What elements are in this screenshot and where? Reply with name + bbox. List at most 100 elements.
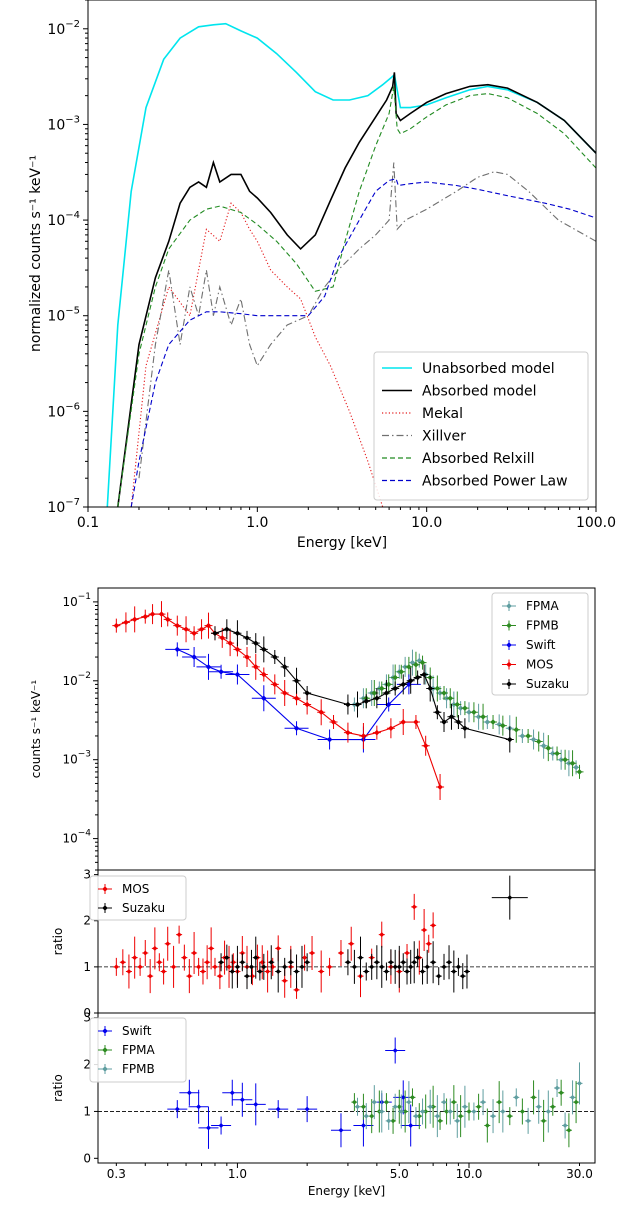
- y-tick-label-mantissa: 10: [62, 753, 77, 767]
- y-tick-label-exponent: −3: [78, 750, 91, 760]
- data-point: [476, 1104, 482, 1110]
- data-point: [363, 968, 369, 974]
- legend-marker: [102, 886, 108, 892]
- ratio-panel-3: 0 1 2 3 ratio Swift FPMA FPMB 0.3 1.0 5.0 10.0 30.0 E…: [51, 1011, 596, 1198]
- data-point: [576, 1080, 582, 1086]
- data-point: [229, 1090, 235, 1096]
- data-point: [430, 922, 436, 928]
- data-point: [484, 1123, 490, 1128]
- data-point: [434, 685, 441, 692]
- data-point: [414, 674, 421, 681]
- data-point: [304, 959, 310, 965]
- data-point: [400, 681, 407, 688]
- x-tick-label: 100.0: [576, 515, 616, 531]
- data-point: [234, 671, 241, 678]
- data-point: [229, 968, 235, 974]
- data-point: [183, 626, 189, 633]
- data-point: [196, 964, 202, 970]
- data-point: [421, 671, 427, 678]
- data-point: [205, 622, 212, 629]
- x-tick-label: 10.0: [456, 1167, 483, 1181]
- data-point: [318, 709, 324, 715]
- data-point: [252, 664, 259, 670]
- x-tick-label: 30.0: [566, 1167, 593, 1181]
- data-point: [392, 1104, 398, 1110]
- y-tick-label-mantissa: 10: [47, 309, 65, 325]
- data-point: [294, 968, 300, 974]
- data-point: [554, 1085, 560, 1091]
- data-point: [218, 669, 224, 675]
- y-tick-label-exponent: −6: [65, 401, 80, 412]
- y-tick-label-exponent: −2: [78, 671, 91, 681]
- data-point: [196, 1104, 202, 1110]
- data-point: [454, 1118, 460, 1124]
- x-axis-label: Energy [keV]: [308, 1184, 385, 1198]
- data-point: [132, 955, 138, 961]
- data-point: [383, 690, 390, 696]
- data-point: [416, 1113, 422, 1119]
- data-point: [530, 736, 537, 743]
- model-line: [214, 628, 510, 741]
- data-point: [573, 764, 579, 771]
- data-point: [396, 964, 402, 970]
- data-point: [224, 626, 230, 633]
- data-point: [500, 722, 506, 729]
- data-point: [441, 719, 447, 725]
- data-point: [441, 690, 447, 696]
- data-point: [430, 959, 436, 965]
- data-point: [275, 945, 281, 951]
- model-line: [116, 613, 441, 788]
- legend-label: FPMB: [526, 619, 559, 633]
- data-point: [545, 745, 552, 751]
- data-point: [455, 719, 462, 725]
- data-point: [441, 1099, 447, 1105]
- data-point: [436, 973, 442, 979]
- data-point: [462, 1104, 468, 1110]
- data-point: [252, 640, 259, 646]
- data-point: [374, 729, 380, 736]
- data-point: [226, 964, 232, 970]
- data-point: [281, 690, 288, 696]
- data-point: [227, 640, 233, 646]
- data-point: [282, 964, 288, 970]
- y-axis-label: counts s⁻¹ keV⁻¹: [29, 680, 43, 779]
- data-point: [261, 646, 267, 653]
- data-point: [441, 964, 447, 970]
- data-point: [309, 950, 315, 956]
- data-point: [164, 616, 171, 623]
- legend-label: Suzaku: [526, 677, 569, 691]
- data-point: [400, 1094, 406, 1100]
- data-point: [408, 1123, 414, 1128]
- data-point: [354, 701, 361, 708]
- data-point: [404, 950, 410, 956]
- data-point: [176, 932, 182, 938]
- data-point: [455, 964, 461, 970]
- legend-label: MOS: [122, 882, 149, 896]
- data-point: [447, 695, 454, 702]
- y-tick-label-exponent: −4: [78, 829, 92, 839]
- data-point: [131, 616, 138, 623]
- series-suzaku: [218, 875, 528, 993]
- y-tick-label-exponent: −5: [65, 306, 80, 317]
- y-tick-label: 10−7: [47, 497, 80, 516]
- series-mos: [112, 601, 445, 801]
- data-point: [120, 959, 126, 965]
- y-tick-label: 10−4: [47, 210, 80, 229]
- data-point: [230, 959, 236, 965]
- data-point: [360, 1123, 366, 1128]
- data-point: [174, 622, 181, 629]
- x-tick-label: 1.0: [228, 1167, 247, 1181]
- data-point: [566, 1127, 572, 1133]
- data-point: [420, 968, 426, 974]
- data-point: [454, 701, 461, 708]
- data-point: [271, 654, 278, 660]
- data-point: [419, 659, 426, 666]
- data-point: [219, 635, 226, 641]
- data-point: [244, 635, 250, 641]
- data-point: [265, 968, 271, 974]
- data-point: [198, 626, 205, 633]
- ratio-legend: Swift FPMA FPMB: [89, 1017, 187, 1083]
- data-point: [424, 964, 430, 970]
- data-point: [253, 955, 259, 961]
